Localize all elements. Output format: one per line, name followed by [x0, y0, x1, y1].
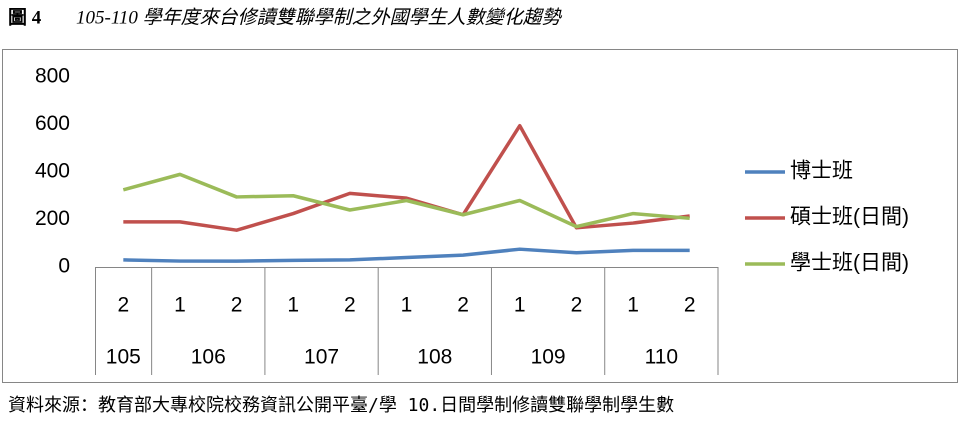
x-tick-label: 2	[684, 294, 696, 317]
figure-label: 圖 4	[8, 6, 42, 28]
x-group-label: 109	[531, 346, 566, 369]
series-line	[123, 123, 690, 232]
x-tick-label: 2	[457, 294, 469, 317]
x-group-label: 106	[191, 346, 226, 369]
y-tick-label: 800	[35, 65, 70, 88]
chart-frame	[2, 49, 958, 383]
x-group-label: 105	[106, 346, 141, 369]
source-note: 資料來源：教育部大專校院校務資訊公開平臺/學 10.日間學制修讀雙聯學制學生數	[8, 395, 674, 416]
x-group-label: 108	[417, 346, 452, 369]
x-tick-label: 1	[514, 294, 526, 317]
y-tick-label: 600	[35, 112, 70, 135]
y-tick-label: 400	[35, 160, 70, 183]
legend-label: 博士班	[790, 160, 853, 183]
legend-label: 學士班(日間)	[790, 252, 909, 275]
legend-label: 碩士班(日間)	[790, 206, 909, 229]
x-group-label: 110	[645, 346, 678, 369]
x-tick-label: 2	[231, 294, 243, 317]
x-group-label: 107	[304, 346, 339, 369]
chart-title: 105-110 學年度來台修讀雙聯學制之外國學生人數變化趨勢	[76, 6, 563, 28]
x-tick-label: 2	[117, 294, 129, 317]
x-tick-label: 1	[174, 294, 186, 317]
y-tick-label: 0	[58, 255, 70, 278]
x-tick-label: 2	[344, 294, 356, 317]
series-line	[123, 247, 690, 263]
y-tick-label: 200	[35, 207, 70, 230]
x-tick-label: 1	[287, 294, 299, 317]
x-tick-label: 1	[401, 294, 413, 317]
x-tick-label: 2	[571, 294, 583, 317]
series-line	[122, 172, 690, 229]
x-tick-label: 1	[627, 294, 639, 317]
